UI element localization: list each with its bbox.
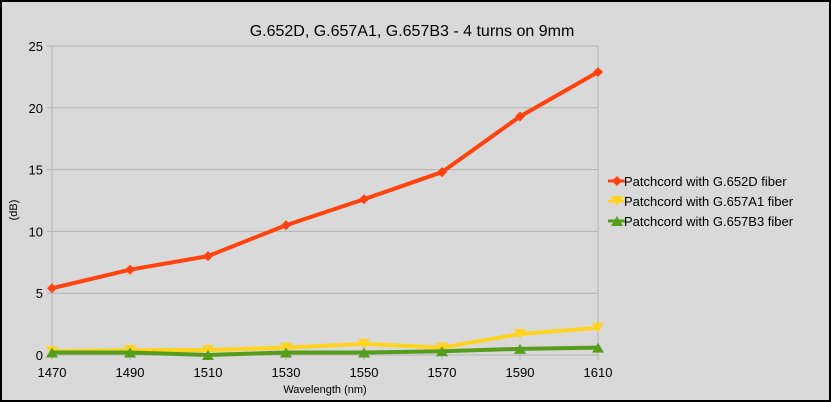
- legend-item-0: Patchcord with G.652D fiber: [608, 174, 787, 189]
- series-0: [47, 66, 603, 294]
- chart-title: G.652D, G.657A1, G.657B3 - 4 turns on 9m…: [250, 23, 575, 40]
- plot-area-border: [51, 45, 599, 356]
- data-point-2-6: [514, 343, 526, 354]
- data-point-2-1: [124, 347, 136, 358]
- legend-marker: [611, 196, 623, 206]
- series-line-1: [51, 325, 599, 354]
- series-line-0: [51, 70, 599, 291]
- series-line-2: [52, 345, 599, 357]
- legend-label: Patchcord with G.657B3 fiber: [624, 214, 794, 229]
- legend-marker: [611, 216, 623, 226]
- x-tick-label: 1510: [194, 365, 223, 380]
- data-point-2-2: [202, 350, 214, 360]
- x-tick-label: 1570: [428, 365, 457, 380]
- data-point-0-6: [515, 111, 525, 122]
- legend: Patchcord with G.652D fiber Patchcord wit…: [608, 174, 794, 229]
- y-tick-label: 5: [36, 286, 43, 301]
- data-point-2-0: [46, 347, 58, 358]
- data-point-0-3: [281, 220, 291, 231]
- y-axis-title: (dB): [8, 200, 20, 221]
- x-axis-title: Wavelength (nm): [283, 384, 366, 396]
- legend-marker: [612, 176, 622, 186]
- data-point-0-1: [125, 264, 135, 275]
- data-point-2-4: [358, 347, 370, 358]
- x-tick-labels: 1470 1490 1510 1530 1550 1570 1590 1610: [38, 365, 613, 380]
- x-tick-label: 1490: [116, 365, 145, 380]
- data-point-1-4: [358, 338, 370, 349]
- data-point-2-7: [592, 342, 604, 353]
- x-tick-label: 1550: [350, 365, 379, 380]
- legend-item-2: Patchcord with G.657B3 fiber: [608, 214, 794, 229]
- data-point-0-7: [593, 66, 603, 77]
- legend-label: Patchcord with G.652D fiber: [624, 174, 787, 189]
- y-tick-label: 15: [29, 163, 43, 178]
- data-point-1-7: [592, 322, 604, 333]
- x-tick-label: 1470: [38, 365, 67, 380]
- series-layer: [46, 66, 604, 360]
- legend-label: Patchcord with G.657A1 fiber: [624, 194, 794, 209]
- y-tick-label: 0: [36, 348, 43, 363]
- data-point-0-5: [437, 167, 447, 178]
- y-tick-label: 10: [29, 224, 43, 239]
- data-point-0-2: [203, 251, 213, 262]
- y-tick-label: 20: [29, 101, 43, 116]
- data-point-1-6: [514, 328, 526, 339]
- y-tick-labels: 0 5 10 15 20 25: [29, 39, 43, 363]
- data-point-0-4: [359, 194, 369, 205]
- x-tick-label: 1590: [506, 365, 535, 380]
- data-point-0-0: [47, 283, 57, 294]
- legend-item-1: Patchcord with G.657A1 fiber: [608, 194, 794, 209]
- y-tick-label: 25: [29, 39, 43, 54]
- x-tick-label: 1530: [272, 365, 301, 380]
- data-point-2-3: [280, 347, 292, 358]
- data-point-2-5: [436, 346, 448, 357]
- series-2: [46, 342, 604, 360]
- grid-layer: [47, 45, 599, 360]
- x-tick-label: 1610: [584, 365, 613, 380]
